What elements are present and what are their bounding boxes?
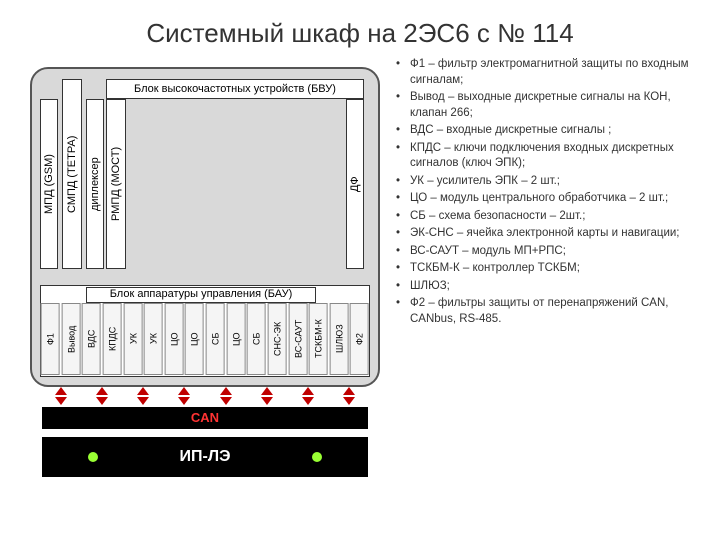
bullet-icon: • — [396, 296, 410, 327]
slot-шлюз: ШЛЮЗ — [330, 303, 349, 375]
bullet-icon: • — [396, 191, 410, 207]
bullet-icon: • — [396, 90, 410, 121]
legend-item: •ЭК-СНС – ячейка электронной карты и нав… — [396, 226, 710, 242]
arrow-icon — [261, 387, 273, 405]
slot-цо: ЦО — [227, 303, 246, 375]
col-mpd-gsm: МПД (GSM) — [40, 99, 58, 269]
bullet-icon: • — [396, 261, 410, 277]
legend-text: ШЛЮЗ; — [410, 279, 450, 295]
legend-item: •Ф1 – фильтр электромагнитной защиты по … — [396, 57, 710, 88]
diagram: Блок высокочастотных устройств (БВУ) МПД… — [10, 57, 390, 487]
legend-text: КПДС – ключи подключения входных дискрет… — [410, 141, 710, 172]
legend-text: Вывод – выходные дискретные сигналы на К… — [410, 90, 710, 121]
legend-item: •ШЛЮЗ; — [396, 279, 710, 295]
arrow-icon — [220, 387, 232, 405]
slot-ф2: Ф2 — [350, 303, 369, 375]
slot-ф1: Ф1 — [41, 303, 60, 375]
content-row: Блок высокочастотных устройств (БВУ) МПД… — [0, 57, 720, 487]
legend-text: Ф1 – фильтр электромагнитной защиты по в… — [410, 57, 710, 88]
bvu-bar: Блок высокочастотных устройств (БВУ) — [106, 79, 364, 99]
arrow-row — [40, 385, 370, 407]
legend-text: ТСКБМ-К – контроллер ТСКБМ; — [410, 261, 580, 277]
legend-item: •Ф2 – фильтры защиты от перенапряжений C… — [396, 296, 710, 327]
col-diplexer: диплексер — [86, 99, 104, 269]
page-title: Системный шкаф на 2ЭС6 с № 114 — [0, 0, 720, 57]
legend-item: •ВДС – входные дискретные сигналы ; — [396, 123, 710, 139]
slot-снс-эк: СНС-ЭК — [268, 303, 287, 375]
arrow-icon — [55, 387, 67, 405]
legend-text: ЭК-СНС – ячейка электронной карты и нави… — [410, 226, 679, 242]
can-bar: CAN — [42, 407, 368, 429]
col-rmpd-most: РМПД (МОСТ) — [106, 99, 126, 269]
legend-item: •ТСКБМ-К – контроллер ТСКБМ; — [396, 261, 710, 277]
legend-text: Ф2 – фильтры защиты от перенапряжений CA… — [410, 296, 710, 327]
slot-вдс: ВДС — [82, 303, 101, 375]
arrow-icon — [343, 387, 355, 405]
bullet-icon: • — [396, 123, 410, 139]
bullet-icon: • — [396, 141, 410, 172]
legend-text: ВДС – входные дискретные сигналы ; — [410, 123, 611, 139]
ip-bar: ИП-ЛЭ — [42, 437, 368, 477]
legend-text: ВС-САУТ – модуль МП+РПС; — [410, 244, 566, 260]
arrow-icon — [137, 387, 149, 405]
arrow-icon — [302, 387, 314, 405]
slot-тскбм-к: ТСКБМ-К — [309, 303, 328, 375]
arrow-icon — [178, 387, 190, 405]
slot-цо: ЦО — [165, 303, 184, 375]
slot-цо: ЦО — [185, 303, 204, 375]
legend: •Ф1 – фильтр электромагнитной защиты по … — [390, 57, 710, 487]
legend-text: ЦО – модуль центрального обработчика – 2… — [410, 191, 668, 207]
legend-item: •СБ – схема безопасности – 2шт.; — [396, 209, 710, 225]
bullet-icon: • — [396, 244, 410, 260]
slot-ук: УК — [144, 303, 163, 375]
bullet-icon: • — [396, 279, 410, 295]
legend-item: •ЦО – модуль центрального обработчика – … — [396, 191, 710, 207]
bullet-icon: • — [396, 174, 410, 190]
slot-кпдс: КПДС — [103, 303, 122, 375]
slot-сб: СБ — [206, 303, 225, 375]
slot-вывод: Вывод — [62, 303, 81, 375]
ip-label: ИП-ЛЭ — [180, 448, 231, 465]
col-smpd-tetra: СМПД (ТЕТРА) — [62, 79, 82, 269]
legend-item: •Вывод – выходные дискретные сигналы на … — [396, 90, 710, 121]
legend-item: •КПДС – ключи подключения входных дискре… — [396, 141, 710, 172]
col-df: ДФ — [346, 99, 364, 269]
slot-вс-саут: ВС-САУТ — [289, 303, 308, 375]
slot-ук: УК — [124, 303, 143, 375]
led-icon — [88, 452, 98, 462]
slot-сб: СБ — [247, 303, 266, 375]
bullet-icon: • — [396, 226, 410, 242]
legend-item: •УК – усилитель ЭПК – 2 шт.; — [396, 174, 710, 190]
bullet-icon: • — [396, 57, 410, 88]
led-icon — [312, 452, 322, 462]
arrow-icon — [96, 387, 108, 405]
bau-label: Блок аппаратуры управления (БАУ) — [86, 287, 316, 303]
legend-text: УК – усилитель ЭПК – 2 шт.; — [410, 174, 560, 190]
bullet-icon: • — [396, 209, 410, 225]
legend-text: СБ – схема безопасности – 2шт.; — [410, 209, 585, 225]
legend-item: •ВС-САУТ – модуль МП+РПС; — [396, 244, 710, 260]
